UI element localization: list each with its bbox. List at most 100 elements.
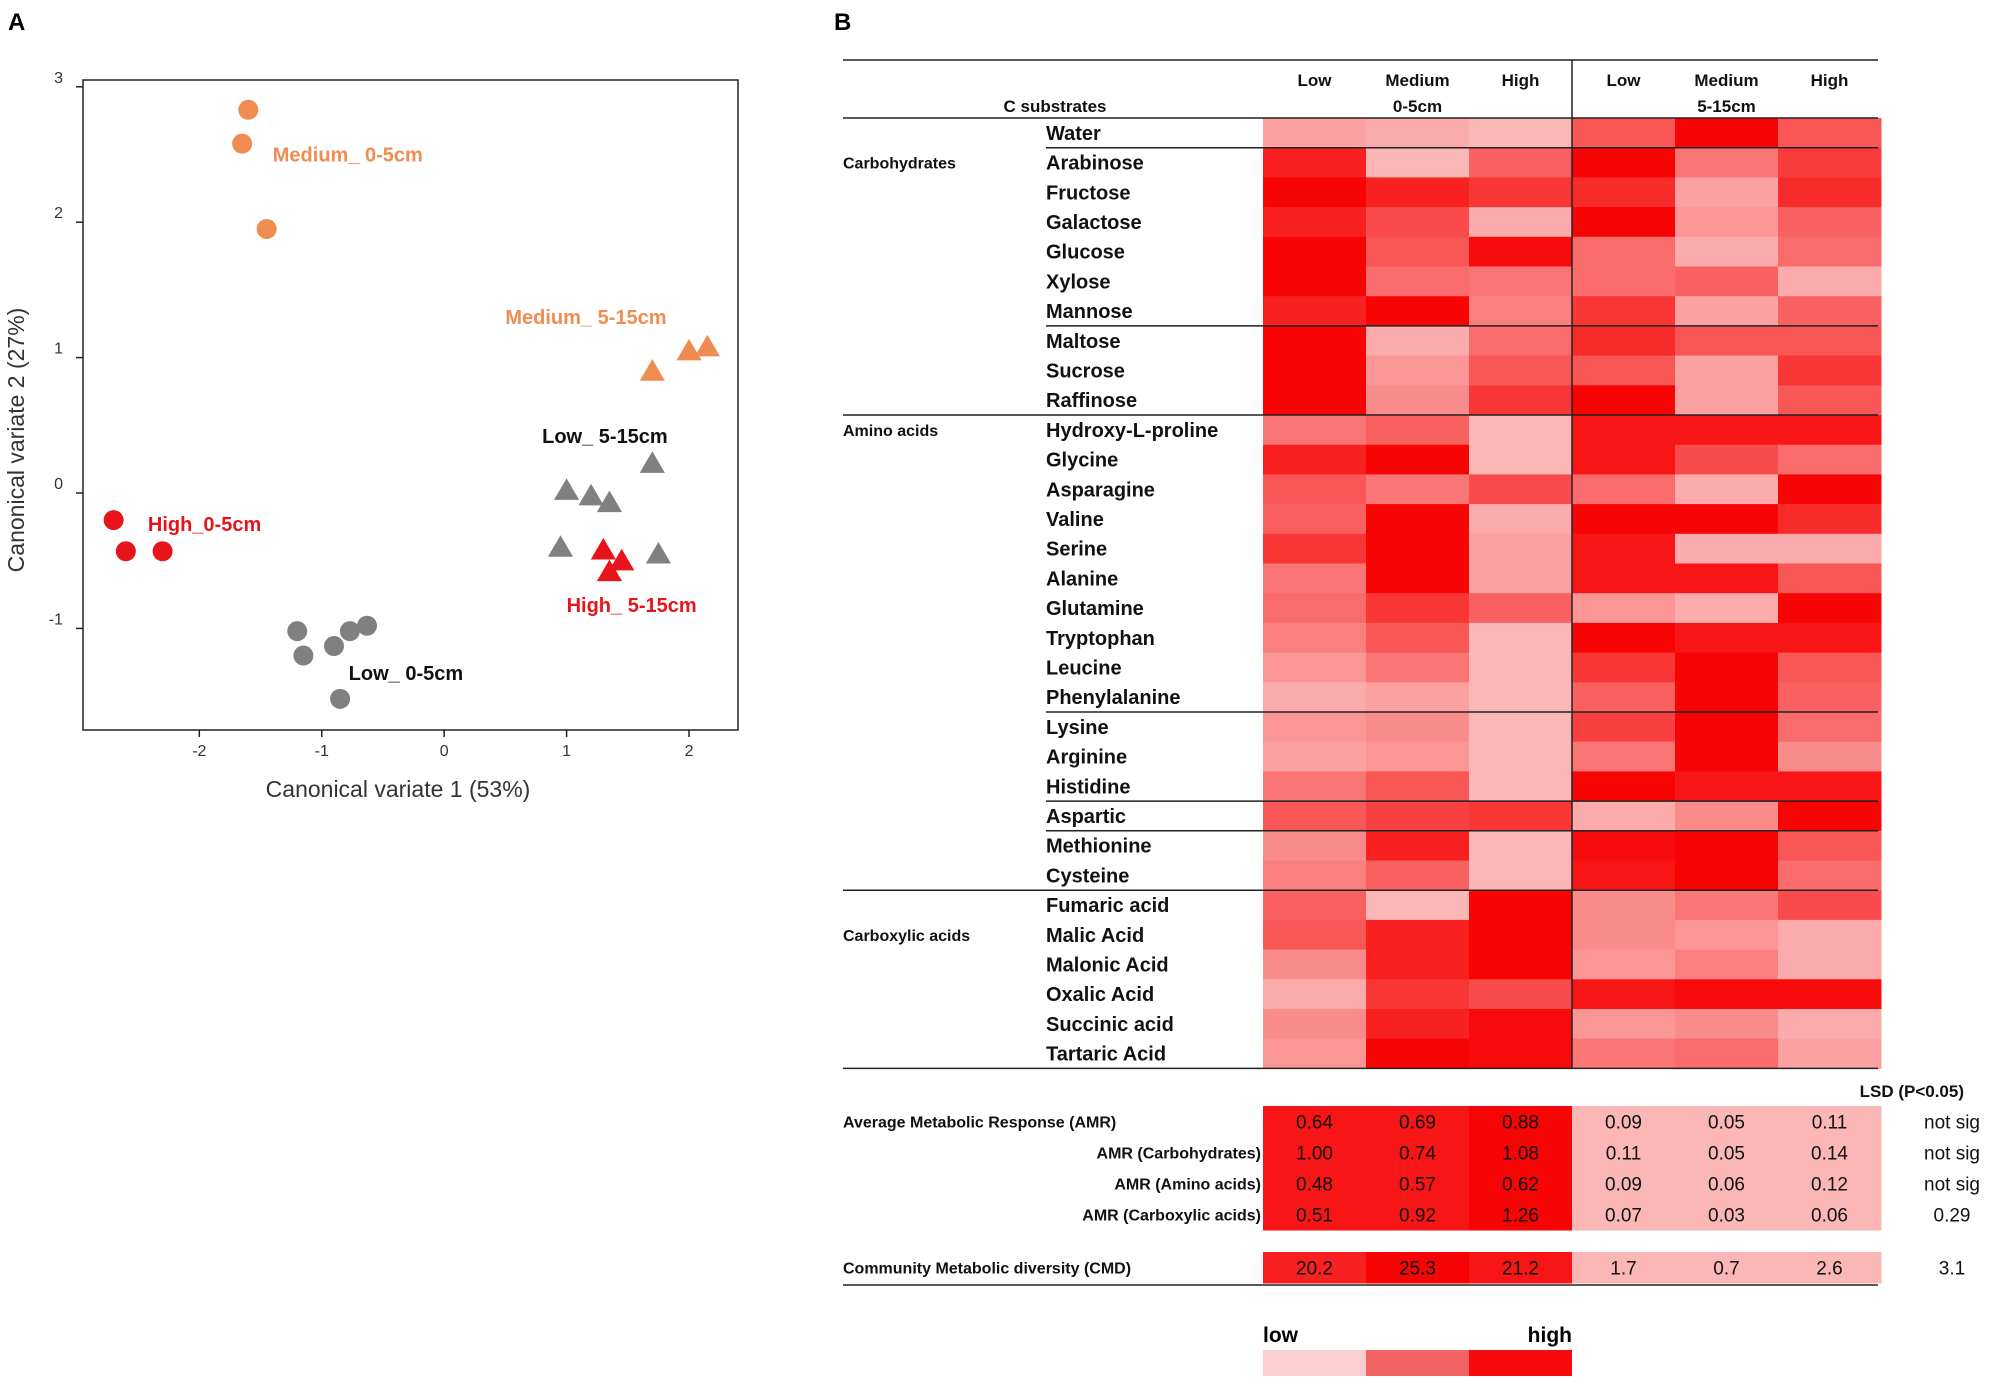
y-tick-label: 2: [54, 205, 63, 222]
heatmap-cell: [1572, 415, 1676, 446]
heatmap-cell: [1366, 236, 1470, 267]
heatmap-cell: [1263, 830, 1367, 861]
row-label-aspartic: Aspartic: [1046, 806, 1126, 828]
x-tick-label: 1: [562, 743, 571, 760]
heatmap-cell: [1572, 652, 1676, 683]
heatmap-cell: [1366, 118, 1470, 149]
category-label-carboxylic-acids: Carboxylic acids: [843, 928, 970, 945]
heatmap-cell: [1675, 207, 1779, 238]
data-point-circle: [293, 645, 314, 666]
summary-value: 0.88: [1502, 1113, 1539, 1134]
cmd-value: 2.6: [1816, 1259, 1842, 1280]
cmd-cell: [1778, 1252, 1882, 1284]
summary-cell: [1469, 1199, 1573, 1231]
row-label-galactose: Galactose: [1046, 212, 1142, 234]
panel-b-label: B: [834, 9, 851, 36]
row-label-sucrose: Sucrose: [1046, 360, 1125, 382]
summary-cell: [1366, 1137, 1470, 1169]
group-label-low-0-5cm: Low_ 0-5cm: [349, 663, 463, 685]
data-point-circle: [238, 99, 259, 120]
heatmap-cell: [1263, 919, 1367, 951]
heatmap-cell: [1469, 593, 1573, 624]
row-label-fumaric-acid: Fumaric acid: [1046, 895, 1169, 917]
summary-cell: [1572, 1106, 1676, 1138]
heatmap-cell: [1366, 979, 1470, 1010]
heatmap-cell: [1263, 266, 1367, 297]
summary-cell: [1263, 1168, 1367, 1200]
heatmap-cell: [1263, 682, 1367, 713]
heatmap-cell: [1263, 890, 1367, 921]
heatmap-cell: [1263, 593, 1367, 624]
heatmap-cell: [1675, 949, 1779, 980]
heatmap-cell: [1572, 622, 1676, 654]
heatmap-cell: [1572, 236, 1676, 267]
heatmap-cell: [1366, 355, 1470, 386]
summary-cell: [1778, 1106, 1882, 1138]
row-label-serine: Serine: [1046, 539, 1107, 561]
heatmap-cell: [1675, 266, 1779, 297]
heatmap-cell: [1778, 919, 1882, 951]
heatmap-cell: [1572, 266, 1676, 297]
row-label-cysteine: Cysteine: [1046, 865, 1129, 887]
data-point-triangle: [639, 451, 665, 473]
heatmap-cell: [1675, 474, 1779, 505]
heatmap-cell: [1675, 355, 1779, 386]
cmd-value: 0.7: [1713, 1259, 1739, 1280]
category-label-carbohydrates: Carbohydrates: [843, 156, 956, 173]
row-label-leucine: Leucine: [1046, 657, 1122, 679]
column-header-low: Low: [1298, 71, 1333, 90]
heatmap-cell: [1675, 919, 1779, 951]
heatmap-cell: [1778, 801, 1882, 832]
summary-value: 0.09: [1605, 1113, 1642, 1134]
summary-value: 0.14: [1811, 1144, 1848, 1165]
data-point-circle: [339, 621, 360, 642]
summary-value: 0.03: [1708, 1206, 1745, 1227]
group-label-medium-0-5cm: Medium_ 0-5cm: [273, 144, 423, 166]
row-label-oxalic-acid: Oxalic Acid: [1046, 984, 1154, 1006]
legend-swatch: [1263, 1350, 1366, 1376]
heatmap-cell: [1366, 385, 1470, 416]
heatmap-cell: [1675, 533, 1779, 564]
summary-value: 1.00: [1296, 1144, 1333, 1165]
heatmap-cell: [1469, 860, 1573, 891]
heatmap-cell: [1572, 771, 1676, 802]
summary-row-label-amr-carboxylic-acids: AMR (Carboxylic acids): [1082, 1208, 1261, 1225]
summary-value: 0.69: [1399, 1113, 1436, 1134]
heatmap-cell: [1263, 949, 1367, 980]
heatmap-cell: [1263, 652, 1367, 683]
heatmap-table: Low Medium High Low Medium High 0-5cm 5-15cm C s…: [843, 59, 1980, 1376]
data-point-circle: [103, 510, 124, 531]
heatmap-cell: [1778, 682, 1882, 713]
cmd-value: 1.7: [1610, 1259, 1636, 1280]
heatmap-cell: [1366, 266, 1470, 297]
row-label-mannose: Mannose: [1046, 301, 1133, 323]
row-label-histidine: Histidine: [1046, 776, 1130, 798]
scatter-plot-frame: [82, 79, 739, 731]
row-label-asparagine: Asparagine: [1046, 479, 1155, 501]
heatmap-cell: [1469, 296, 1573, 327]
legend-low-label: low: [1263, 1324, 1299, 1347]
heatmap-row-labels: Water Arabinose Fructose Galactose Glucose Xy…: [843, 123, 1218, 1066]
heatmap-cell: [1366, 474, 1470, 505]
heatmap-cell: [1263, 207, 1367, 238]
group-label-medium-5-15cm: Medium_ 5-15cm: [505, 307, 666, 329]
heatmap-cell: [1366, 207, 1470, 238]
heatmap-cell: [1675, 682, 1779, 713]
heatmap-cell: [1778, 830, 1882, 861]
scatter-plot: -2 -1 0 1 2 3 2 1 0 -1 Medium_ 0-5cm Medium_ 5-15c…: [3, 70, 739, 802]
data-point-circle: [115, 541, 136, 562]
summary-value: 0.62: [1502, 1175, 1539, 1196]
column-header-medium: Medium: [1385, 71, 1449, 90]
column-header-high: High: [1811, 71, 1849, 90]
heatmap-cell: [1778, 771, 1882, 802]
summary-cell: [1572, 1137, 1676, 1169]
summary-cell: [1366, 1168, 1470, 1200]
summary-cell: [1366, 1106, 1470, 1138]
summary-value: 0.05: [1708, 1113, 1745, 1134]
heatmap-cell: [1572, 385, 1676, 416]
data-point-triangle: [578, 483, 604, 506]
summary-value: 0.64: [1296, 1113, 1333, 1134]
heatmap-cell: [1366, 741, 1470, 772]
heatmap-cell: [1263, 801, 1367, 832]
